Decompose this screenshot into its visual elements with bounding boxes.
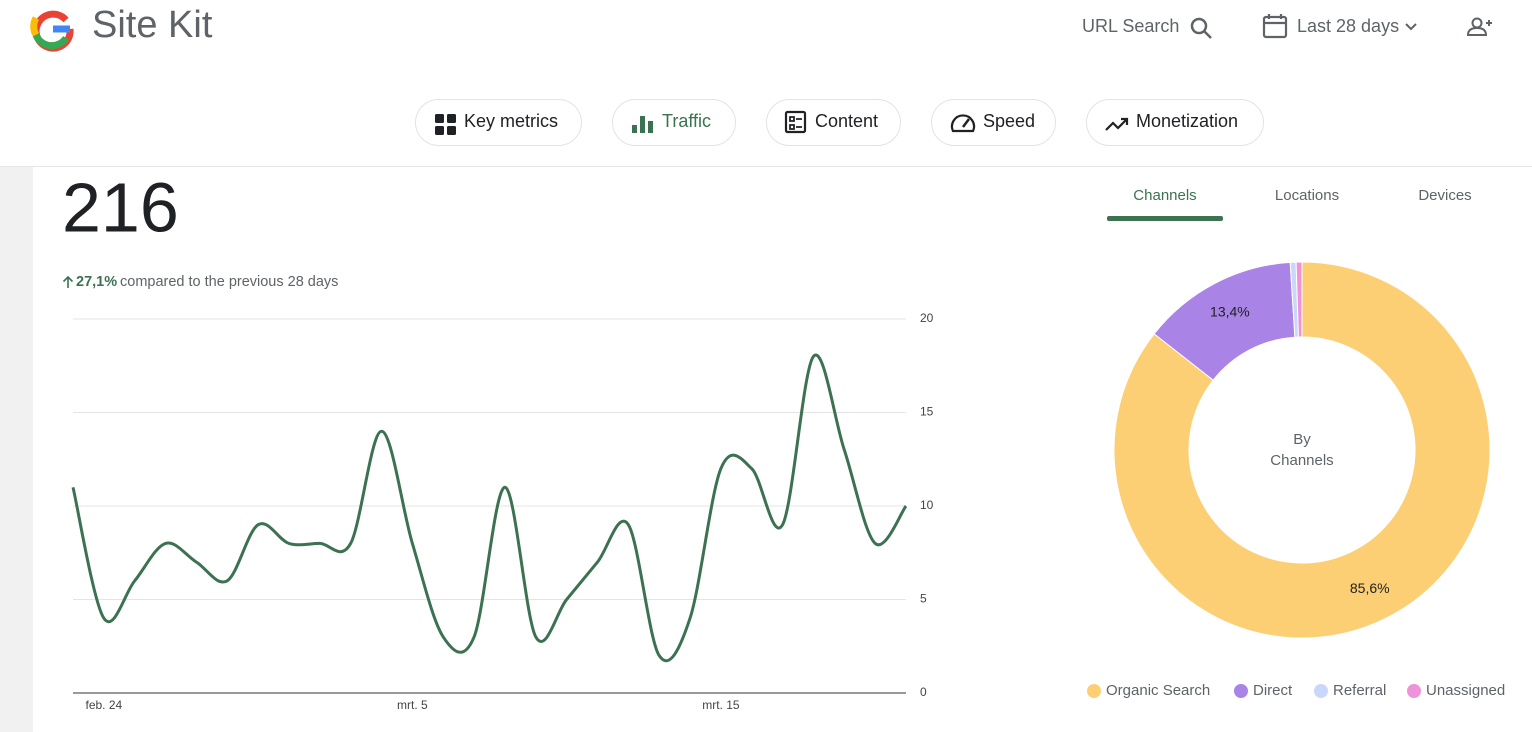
- nav-item[interactable]: Key metrics: [415, 99, 582, 146]
- metric-comparison: compared to the previous 28 days: [120, 274, 338, 290]
- icon-part: [950, 114, 976, 133]
- legend-label: Unassigned: [1426, 682, 1505, 699]
- legend-label: Organic Search: [1106, 682, 1210, 699]
- legend-swatch: [1314, 684, 1328, 698]
- icon-part: [447, 126, 456, 135]
- nav-pill[interactable]: [415, 99, 582, 146]
- tab[interactable]: Devices: [1418, 187, 1471, 204]
- icon-part: [435, 126, 444, 135]
- legend-swatch: [1407, 684, 1421, 698]
- google-logo: [30, 10, 74, 52]
- nav-item[interactable]: Speed: [931, 99, 1056, 146]
- icon-part: [632, 125, 637, 133]
- tab[interactable]: Locations: [1275, 187, 1339, 204]
- calendar-icon[interactable]: [1262, 14, 1288, 39]
- nav-label[interactable]: Speed: [983, 111, 1035, 131]
- line-series: [71, 353, 908, 663]
- date-range[interactable]: Last 28 days: [1297, 16, 1399, 36]
- nav-item[interactable]: Traffic: [612, 99, 736, 146]
- side-strip: [0, 167, 33, 732]
- slice-label: 85,6%: [1350, 580, 1390, 596]
- nav-pill[interactable]: [612, 99, 736, 146]
- legend-label: Direct: [1253, 682, 1293, 699]
- y-tick-label: 5: [920, 592, 927, 606]
- tabs: Channels Locations Devices: [1107, 187, 1472, 221]
- center-text: By: [1293, 431, 1311, 448]
- nav-pill[interactable]: [1086, 99, 1264, 146]
- nav: Key metrics Traffic Content Speed Monetizati…: [415, 99, 1264, 146]
- icon-part: [962, 118, 970, 128]
- search-icon[interactable]: [1190, 17, 1212, 39]
- icon-part: [1105, 117, 1129, 131]
- center-text: Channels: [1270, 452, 1333, 469]
- add-user-icon[interactable]: [1466, 17, 1492, 36]
- icon-part: [640, 116, 645, 133]
- metric-value: 216: [62, 168, 179, 246]
- x-tick-label: feb. 24: [86, 698, 123, 712]
- legend-label: Referral: [1333, 682, 1386, 699]
- y-tick-label: 20: [920, 311, 934, 325]
- legend-swatch: [1087, 684, 1101, 698]
- x-tick-label: mrt. 15: [702, 698, 740, 712]
- y-tick-label: 10: [920, 498, 934, 512]
- tab-indicator: [1107, 216, 1223, 221]
- icon-part: [447, 114, 456, 123]
- nav-label[interactable]: Traffic: [662, 111, 711, 131]
- charts: 0 5 10 15 20 feb. 24 mrt. 5 mrt. 15 85,6% 13,4% By…: [71, 261, 1505, 712]
- nav-label[interactable]: Key metrics: [464, 111, 558, 131]
- metric-change: 27,1%: [76, 274, 117, 290]
- icon-part: [435, 114, 444, 123]
- nav-item[interactable]: Monetization: [1086, 99, 1264, 146]
- icon-part: [648, 121, 653, 133]
- pie-slice: [1295, 261, 1303, 338]
- url-search[interactable]: URL Search: [1082, 16, 1179, 36]
- app-title: Site Kit: [92, 4, 213, 46]
- nav-label[interactable]: Monetization: [1136, 111, 1238, 131]
- pie-slice: [1113, 261, 1491, 639]
- y-tick-label: 15: [920, 405, 934, 419]
- x-tick-label: mrt. 5: [397, 698, 428, 712]
- chevron[interactable]: [1405, 23, 1417, 31]
- tab[interactable]: Channels: [1133, 187, 1196, 204]
- nav-label[interactable]: Content: [815, 111, 878, 131]
- legend-swatch: [1234, 684, 1248, 698]
- y-tick-label: 0: [920, 685, 927, 699]
- icon-part: [789, 116, 802, 130]
- nav-pill[interactable]: [931, 99, 1056, 146]
- icon-part: [784, 110, 807, 134]
- nav-item[interactable]: Content: [766, 99, 901, 146]
- up-arrow: [62, 275, 74, 288]
- slice-label: 13,4%: [1210, 303, 1250, 319]
